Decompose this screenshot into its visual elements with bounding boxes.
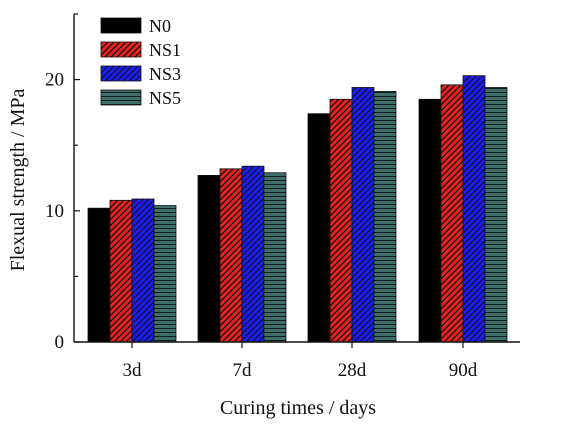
legend-swatch-ns1 bbox=[100, 41, 142, 58]
legend-swatch-n0 bbox=[100, 17, 142, 34]
bar-ns1-90d bbox=[440, 84, 464, 343]
x-axis-label: Curing times / days bbox=[220, 397, 376, 419]
bar-n0-90d bbox=[418, 98, 442, 343]
legend-swatch-ns3 bbox=[100, 65, 142, 82]
legend-label-n0: N0 bbox=[149, 16, 171, 36]
bar-ns1-7d bbox=[219, 168, 243, 343]
legend: N0 NS1 NS3 NS5 bbox=[100, 16, 181, 108]
bar-ns3-90d bbox=[462, 75, 486, 343]
legend-label-ns5: NS5 bbox=[149, 88, 181, 108]
legend-label-ns1: NS1 bbox=[149, 40, 181, 60]
x-tick-label-3d: 3d bbox=[123, 360, 143, 381]
x-tick-label-28d: 28d bbox=[338, 360, 367, 381]
bar-n0-7d bbox=[197, 174, 221, 343]
y-axis-label: Flexual strength / MPa bbox=[7, 88, 29, 271]
axes: 3d 7d 28d 90d 0 10 20 bbox=[45, 13, 520, 381]
plot-area bbox=[87, 75, 508, 343]
bar-ns3-3d bbox=[131, 198, 155, 343]
y-tick-label-10: 10 bbox=[45, 201, 64, 222]
bar-ns3-28d bbox=[351, 87, 375, 343]
bar-ns5-3d bbox=[153, 205, 177, 343]
bar-ns5-28d bbox=[373, 91, 397, 343]
bar-n0-3d bbox=[87, 207, 111, 343]
x-tick-label-90d: 90d bbox=[449, 360, 478, 381]
bar-ns1-28d bbox=[329, 98, 353, 343]
bar-ns5-7d bbox=[263, 172, 287, 343]
legend-label-ns3: NS3 bbox=[149, 64, 181, 84]
x-tick-label-7d: 7d bbox=[233, 360, 253, 381]
bar-ns1-3d bbox=[109, 199, 133, 343]
bar-n0-28d bbox=[307, 113, 331, 343]
legend-swatch-ns5 bbox=[100, 89, 142, 106]
y-tick-label-20: 20 bbox=[45, 70, 64, 91]
bar-ns5-90d bbox=[484, 87, 508, 343]
bar-ns3-7d bbox=[241, 165, 265, 343]
y-tick-label-0: 0 bbox=[55, 332, 65, 353]
